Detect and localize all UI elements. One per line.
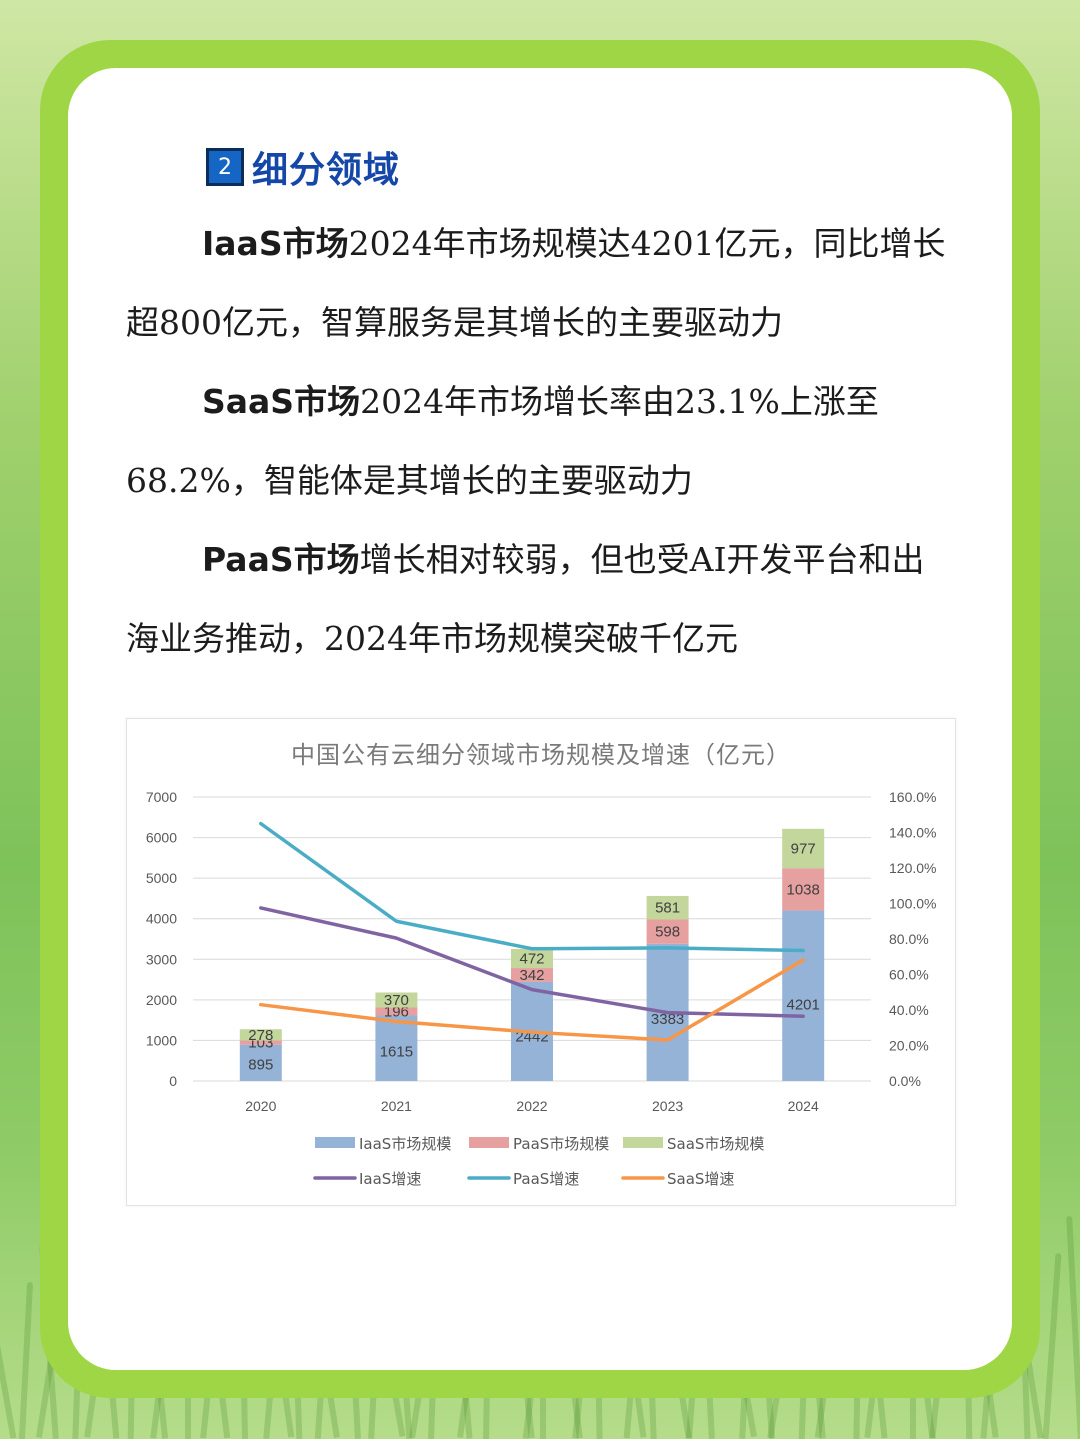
bar-segment (646, 919, 689, 944)
bar-data-label: 370 (384, 992, 409, 1009)
x-tick-label: 2024 (788, 1098, 819, 1114)
bar-data-label: 3383 (651, 1011, 684, 1028)
y-tick-label: 2000 (146, 992, 177, 1008)
paragraph-keyword: PaaS市场 (202, 540, 360, 579)
bar-data-label: 895 (248, 1057, 273, 1074)
y2-tick-label: 0.0% (889, 1073, 921, 1089)
section-title: 细分领域 (252, 150, 401, 191)
series-line (259, 821, 805, 953)
bar-data-label: 342 (519, 967, 544, 984)
y-tick-label: 5000 (146, 870, 177, 886)
bar-data-label: 977 (791, 841, 816, 858)
y2-tick-label: 140.0% (889, 825, 936, 841)
series-line (259, 958, 805, 1042)
bar-segment (782, 868, 825, 911)
x-tick-label: 2020 (245, 1098, 276, 1114)
section-number-badge: 2 (206, 148, 244, 186)
legend-swatch (469, 1137, 509, 1148)
y-tick-label: 0 (169, 1073, 177, 1089)
bar-data-label: 598 (655, 924, 680, 941)
paragraph-keyword: SaaS市场 (202, 382, 361, 421)
paragraph-iaas: IaaS市场2024年市场规模达4201亿元，同比增长超800亿元，智算服务是其… (126, 204, 946, 362)
bar-data-label: 1038 (787, 882, 820, 899)
bar-data-label: 1615 (380, 1044, 413, 1061)
y2-tick-label: 60.0% (889, 967, 929, 983)
y-tick-label: 7000 (146, 789, 177, 805)
legend-label: SaaS市场规模 (667, 1135, 764, 1153)
chart-title: 中国公有云细分领域市场规模及增速（亿元） (291, 741, 791, 769)
legend-label: PaaS增速 (513, 1170, 579, 1188)
bar-segment (239, 1040, 282, 1045)
body-text: IaaS市场2024年市场规模达4201亿元，同比增长超800亿元，智算服务是其… (126, 204, 946, 678)
y2-tick-label: 160.0% (889, 789, 936, 805)
legend-label: PaaS市场规模 (513, 1135, 609, 1153)
bar-data-label: 4201 (787, 996, 820, 1013)
x-tick-label: 2021 (381, 1098, 412, 1114)
y2-tick-label: 80.0% (889, 931, 929, 947)
bar-segment (646, 895, 689, 920)
legend-label: IaaS增速 (359, 1170, 421, 1188)
paragraph-text: 2024年市场增长率由23.1%上涨至68.2%，智能体是其增长的主要驱动力 (126, 382, 879, 500)
bar-data-label: 581 (655, 900, 680, 917)
bar-segment (375, 1015, 418, 1081)
bar-data-label: 196 (384, 1004, 409, 1021)
bar-segment (375, 992, 418, 1008)
paragraph-paas: PaaS市场增长相对较弱，但也受AI开发平台和出海业务推动，2024年市场规模突… (126, 520, 946, 678)
paragraph-text: 2024年市场规模达4201亿元，同比增长超800亿元，智算服务是其增长的主要驱… (126, 224, 946, 342)
bar-segment (239, 1029, 282, 1041)
bar-segment (239, 1044, 282, 1081)
stacked-bar-line-chart: 0 1000 2000 3000 4000 5000 6000 7000 0.0% 20.0% 40… (146, 789, 937, 1188)
bar-data-label: 472 (519, 950, 544, 967)
bar-segment (511, 948, 553, 969)
bar-data-label: 278 (248, 1027, 273, 1044)
y-tick-label: 4000 (146, 911, 177, 927)
y-tick-label: 1000 (146, 1032, 177, 1048)
bar-segment (782, 828, 825, 869)
y2-tick-label: 100.0% (889, 896, 936, 912)
legend-label: SaaS增速 (667, 1170, 734, 1188)
y2-tick-label: 40.0% (889, 1002, 929, 1018)
paragraph-saas: SaaS市场2024年市场增长率由23.1%上涨至68.2%，智能体是其增长的主… (126, 362, 946, 520)
y2-tick-label: 120.0% (889, 860, 936, 876)
chart-container: 中国公有云细分领域市场规模及增速（亿元） 0 1000 2000 3000 4000 50… (126, 718, 956, 1206)
section-heading: 2 细分领域 (206, 142, 400, 192)
y-tick-label: 6000 (146, 830, 177, 846)
legend-swatch (623, 1137, 663, 1148)
paragraph-text: 增长相对较弱，但也受AI开发平台和出海业务推动，2024年市场规模突破千亿元 (126, 540, 925, 658)
bar-segment (375, 1007, 418, 1016)
bar-segment (782, 910, 825, 1081)
legend-swatch (315, 1137, 355, 1148)
legend-label: IaaS市场规模 (359, 1135, 451, 1153)
bar-segment (511, 968, 553, 982)
paragraph-keyword: IaaS市场 (202, 224, 349, 263)
y2-tick-label: 20.0% (889, 1038, 929, 1054)
y-tick-label: 3000 (146, 951, 177, 967)
x-tick-label: 2023 (652, 1098, 683, 1114)
x-tick-label: 2022 (516, 1098, 547, 1114)
